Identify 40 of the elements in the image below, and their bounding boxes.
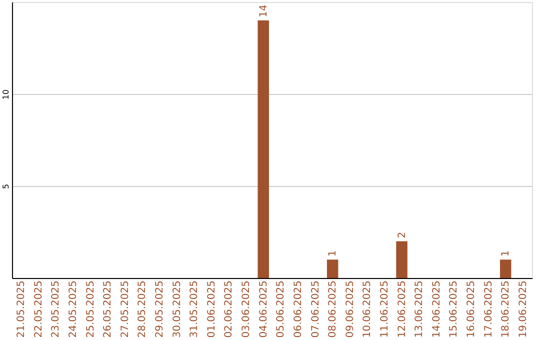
x-tick-label: 02.06.2025 [224,280,235,338]
x-tick-label: 06.06.2025 [292,280,304,338]
x-tick-label: 17.06.2025 [483,280,494,338]
bar [500,260,512,278]
x-tick-label: 09.06.2025 [344,280,356,338]
y-tick-label: 5 [2,184,10,190]
x-tick-label: 18.06.2025 [500,280,512,338]
x-tick-label: 30.05.2025 [172,280,183,338]
x-tick-label: 28.05.2025 [137,280,148,338]
x-tick-label: 10.06.2025 [362,280,374,338]
x-tick-label: 19.06.2025 [518,280,529,338]
x-tick-label: 25.05.2025 [85,280,96,338]
x-tick-label: 22.05.2025 [33,280,44,338]
x-tick-label: 04.06.2025 [258,280,270,338]
data-label: 1 [500,250,512,257]
x-tick-label: 26.05.2025 [102,280,114,338]
x-tick-label: 01.06.2025 [206,280,218,338]
x-tick-label: 03.06.2025 [241,280,252,338]
x-tick-label: 15.06.2025 [448,280,460,338]
x-tick-label: 24.05.2025 [68,280,79,338]
x-tick-label: 05.06.2025 [276,280,287,338]
x-tick-label: 14.06.2025 [431,280,442,338]
data-label: 14 [258,4,270,18]
x-tick-label: 12.06.2025 [396,280,408,338]
x-tick-label: 07.06.2025 [310,280,322,338]
x-tick-label: 08.06.2025 [328,280,339,338]
bar [396,241,408,278]
y-tick-label: 10 [2,89,10,100]
x-tick-label: 29.05.2025 [154,280,166,338]
x-tick-label: 16.06.2025 [466,280,477,338]
x-tick-label: 27.05.2025 [120,280,131,338]
x-tick-label: 21.05.2025 [16,280,28,338]
bar [258,20,269,278]
x-tick-label: 11.06.2025 [379,280,390,338]
x-tick-label: 23.05.2025 [50,280,62,338]
bar [326,260,338,278]
data-label: 2 [396,232,408,238]
x-tick-label: 13.06.2025 [414,280,426,338]
x-tick-label: 31.05.2025 [189,280,200,338]
data-label: 1 [328,250,339,257]
